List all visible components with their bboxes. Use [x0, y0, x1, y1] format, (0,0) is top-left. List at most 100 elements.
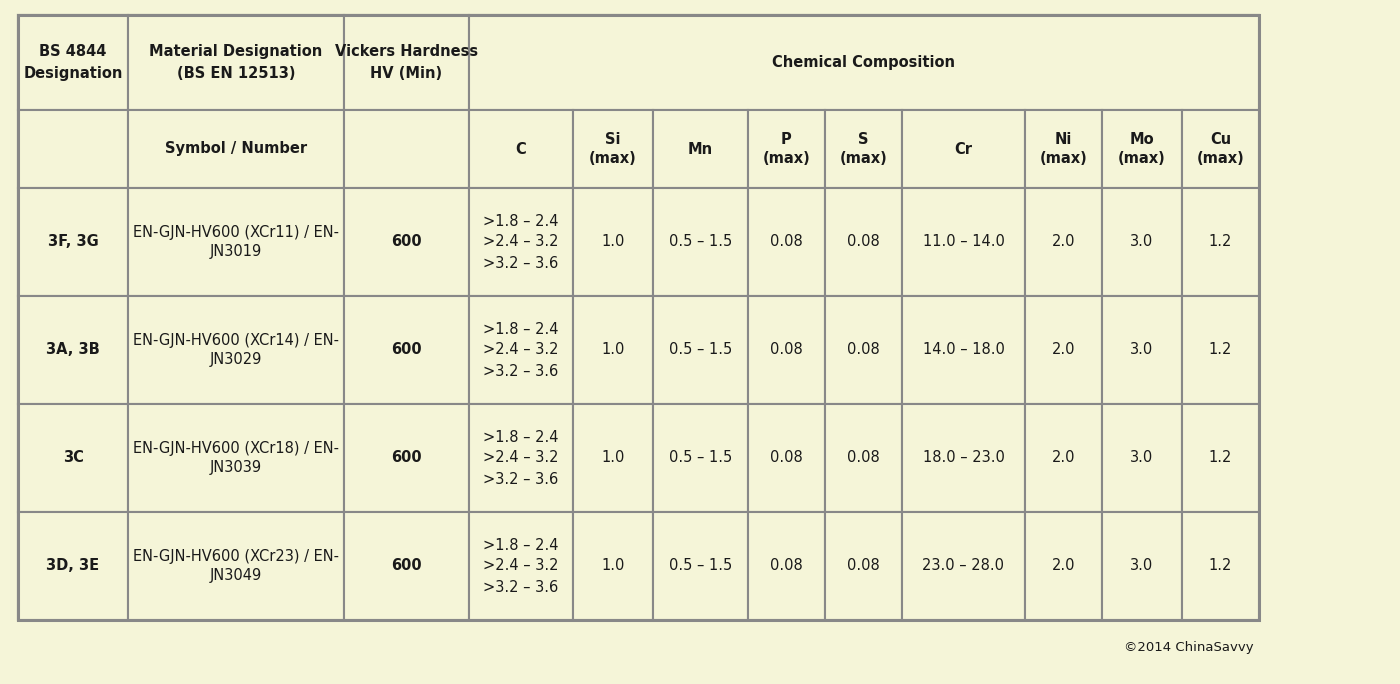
Text: 0.08: 0.08 [770, 343, 802, 358]
Text: 1.2: 1.2 [1208, 451, 1232, 466]
Text: 1.0: 1.0 [602, 343, 624, 358]
Text: 3.0: 3.0 [1130, 235, 1154, 250]
Text: Material Designation
(BS EN 12513): Material Designation (BS EN 12513) [150, 44, 322, 81]
Bar [1025, 296, 1102, 404]
Bar [652, 188, 748, 296]
Text: S
(max): S (max) [840, 132, 888, 166]
Text: 3.0: 3.0 [1130, 451, 1154, 466]
Text: 1.2: 1.2 [1208, 343, 1232, 358]
Bar [1182, 512, 1259, 620]
Text: 600: 600 [391, 343, 421, 358]
Bar [1025, 188, 1102, 296]
Text: 0.08: 0.08 [770, 559, 802, 573]
Bar [344, 110, 469, 188]
Bar [1102, 188, 1182, 296]
Bar [344, 15, 469, 110]
Bar [825, 512, 902, 620]
Bar [748, 110, 825, 188]
Text: 1.2: 1.2 [1208, 559, 1232, 573]
Text: 0.08: 0.08 [770, 235, 802, 250]
Bar [127, 188, 344, 296]
Text: 1.0: 1.0 [602, 235, 624, 250]
Bar [127, 110, 344, 188]
Text: 0.5 – 1.5: 0.5 – 1.5 [669, 343, 732, 358]
Bar [469, 15, 1259, 110]
Text: 11.0 – 14.0: 11.0 – 14.0 [923, 235, 1004, 250]
Text: Cu
(max): Cu (max) [1197, 132, 1245, 166]
Bar [127, 296, 344, 404]
Text: 0.5 – 1.5: 0.5 – 1.5 [669, 451, 732, 466]
Text: Si
(max): Si (max) [589, 132, 637, 166]
Text: 3D, 3E: 3D, 3E [46, 559, 99, 573]
Bar [573, 296, 652, 404]
Text: >1.8 – 2.4
>2.4 – 3.2
>3.2 – 3.6: >1.8 – 2.4 >2.4 – 3.2 >3.2 – 3.6 [483, 321, 559, 378]
Bar [18, 15, 127, 110]
Bar [344, 296, 469, 404]
Text: EN-GJN-HV600 (XCr23) / EN-
JN3049: EN-GJN-HV600 (XCr23) / EN- JN3049 [133, 549, 339, 583]
Text: 3A, 3B: 3A, 3B [46, 343, 99, 358]
Text: ©2014 ChinaSavvy: ©2014 ChinaSavvy [1124, 642, 1254, 655]
Text: Symbol / Number: Symbol / Number [165, 142, 307, 157]
Bar [825, 110, 902, 188]
Text: EN-GJN-HV600 (XCr14) / EN-
JN3029: EN-GJN-HV600 (XCr14) / EN- JN3029 [133, 332, 339, 367]
Text: 0.08: 0.08 [770, 451, 802, 466]
Bar [573, 188, 652, 296]
Bar [902, 296, 1025, 404]
Bar [1025, 110, 1102, 188]
Text: Vickers Hardness
HV (Min): Vickers Hardness HV (Min) [335, 44, 477, 81]
Bar [127, 404, 344, 512]
Bar [1025, 512, 1102, 620]
Bar [1102, 404, 1182, 512]
Text: EN-GJN-HV600 (XCr11) / EN-
JN3019: EN-GJN-HV600 (XCr11) / EN- JN3019 [133, 224, 339, 259]
Bar [18, 188, 127, 296]
Text: 2.0: 2.0 [1051, 343, 1075, 358]
Bar [1182, 296, 1259, 404]
Bar [344, 512, 469, 620]
Bar [748, 404, 825, 512]
Bar [1182, 188, 1259, 296]
Bar [825, 188, 902, 296]
Bar [1102, 296, 1182, 404]
Text: Chemical Composition: Chemical Composition [773, 55, 955, 70]
Bar [652, 512, 748, 620]
Bar [127, 15, 344, 110]
Bar [469, 188, 573, 296]
Text: 0.08: 0.08 [847, 343, 879, 358]
Text: >1.8 – 2.4
>2.4 – 3.2
>3.2 – 3.6: >1.8 – 2.4 >2.4 – 3.2 >3.2 – 3.6 [483, 538, 559, 594]
Text: >1.8 – 2.4
>2.4 – 3.2
>3.2 – 3.6: >1.8 – 2.4 >2.4 – 3.2 >3.2 – 3.6 [483, 430, 559, 486]
Text: 600: 600 [391, 235, 421, 250]
Bar [573, 110, 652, 188]
Text: 2.0: 2.0 [1051, 451, 1075, 466]
Bar [1182, 404, 1259, 512]
Bar [748, 512, 825, 620]
Bar [1182, 110, 1259, 188]
Text: 3C: 3C [63, 451, 84, 466]
Bar [18, 15, 1259, 620]
Text: 0.5 – 1.5: 0.5 – 1.5 [669, 559, 732, 573]
Bar [18, 512, 127, 620]
Text: 3.0: 3.0 [1130, 343, 1154, 358]
Bar [902, 110, 1025, 188]
Text: BS 4844
Designation: BS 4844 Designation [24, 44, 123, 81]
Text: 23.0 – 28.0: 23.0 – 28.0 [923, 559, 1005, 573]
Bar [573, 512, 652, 620]
Text: 0.08: 0.08 [847, 235, 879, 250]
Text: 1.0: 1.0 [602, 451, 624, 466]
Bar [1025, 404, 1102, 512]
Text: Cr: Cr [955, 142, 973, 157]
Text: 600: 600 [391, 451, 421, 466]
Text: C: C [515, 142, 526, 157]
Bar [652, 296, 748, 404]
Text: 2.0: 2.0 [1051, 235, 1075, 250]
Bar [902, 512, 1025, 620]
Text: 1.0: 1.0 [602, 559, 624, 573]
Text: Ni
(max): Ni (max) [1040, 132, 1088, 166]
Text: >1.8 – 2.4
>2.4 – 3.2
>3.2 – 3.6: >1.8 – 2.4 >2.4 – 3.2 >3.2 – 3.6 [483, 213, 559, 270]
Bar [344, 188, 469, 296]
Bar [1102, 110, 1182, 188]
Text: 0.5 – 1.5: 0.5 – 1.5 [669, 235, 732, 250]
Bar [902, 188, 1025, 296]
Text: 3F, 3G: 3F, 3G [48, 235, 98, 250]
Bar [18, 296, 127, 404]
Bar [469, 404, 573, 512]
